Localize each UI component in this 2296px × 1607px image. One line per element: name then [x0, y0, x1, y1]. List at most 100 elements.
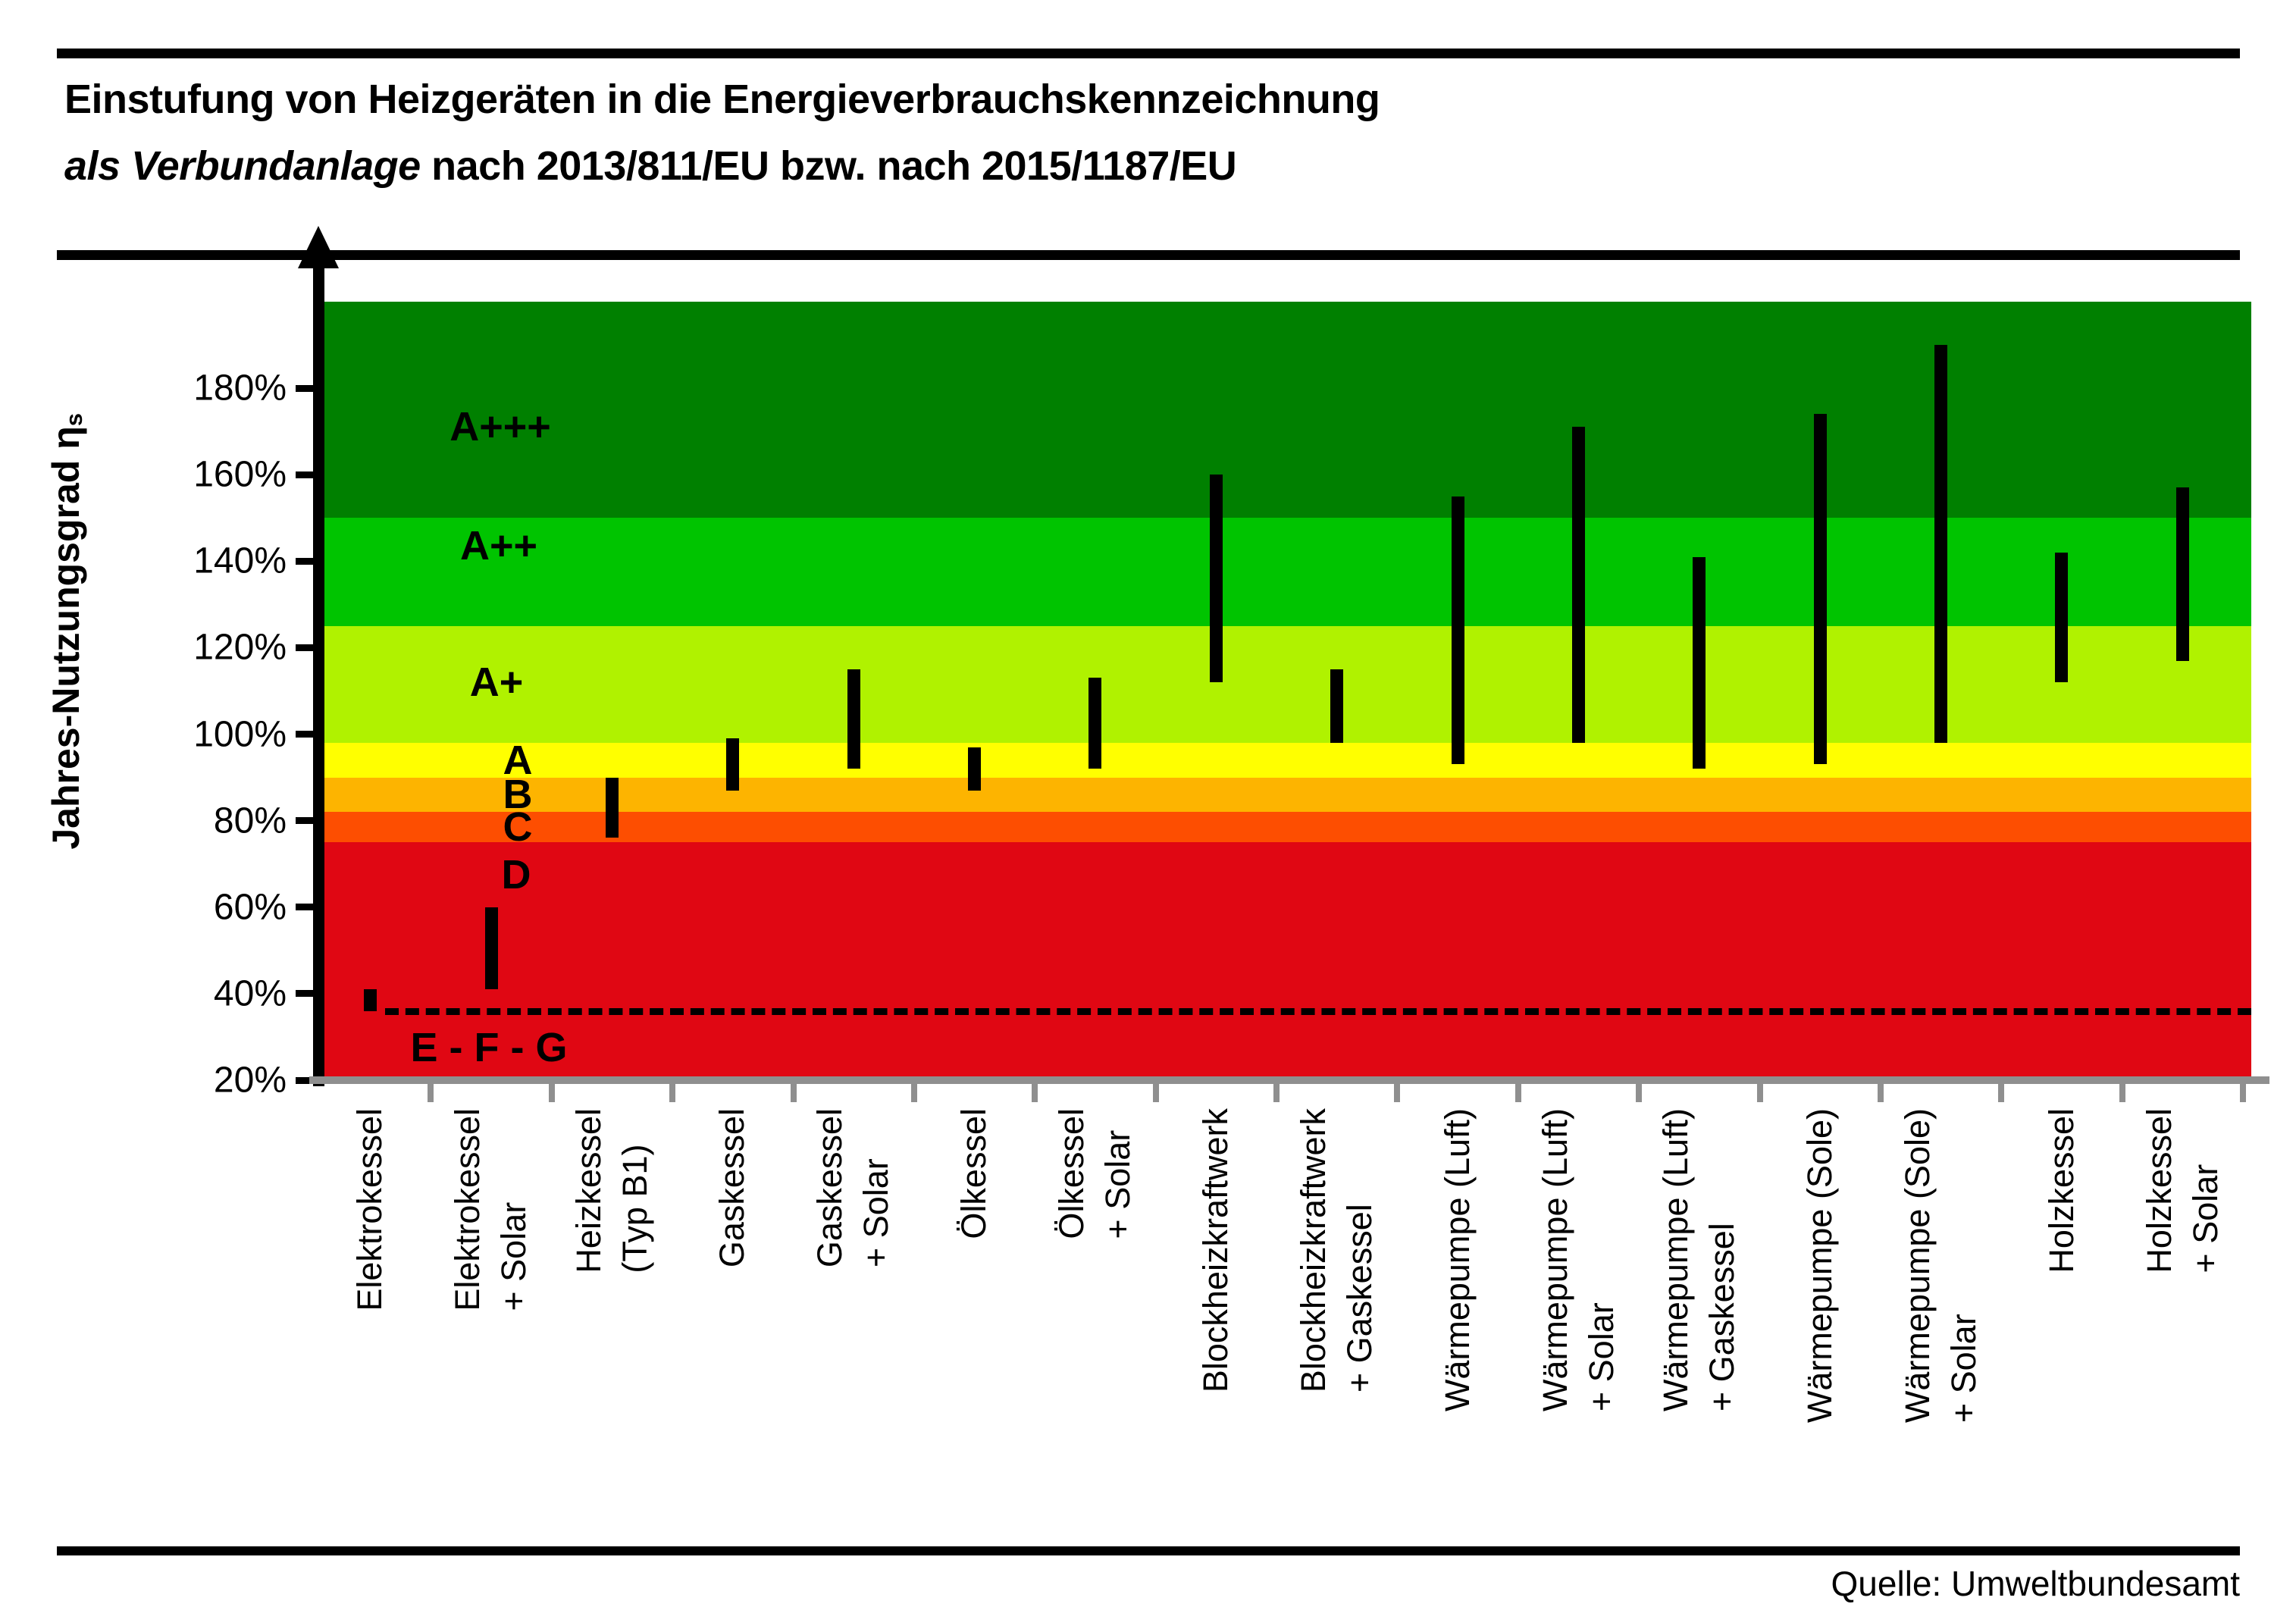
y-tick-label: 180%: [193, 368, 287, 409]
range-bar: [364, 989, 377, 1011]
x-category-label-text: Ölkessel + Solar: [1052, 1108, 1137, 1239]
x-tick-mark: [790, 1084, 797, 1102]
x-category-label: Elektrokessel: [310, 1108, 431, 1311]
band-a+++: [318, 302, 2251, 518]
x-category-label: Gaskessel: [672, 1108, 793, 1267]
band-a++: [318, 518, 2251, 626]
y-tick-label: 160%: [193, 454, 287, 495]
y-tick-mark: [296, 557, 318, 565]
x-category-label: Wärmepumpe (Luft) + Gaskessel: [1639, 1108, 1759, 1411]
y-axis-line: [313, 265, 324, 1086]
y-tick-label: 40%: [213, 973, 287, 1014]
x-category-label-text: Wärmepumpe (Luft) + Gaskessel: [1656, 1108, 1741, 1412]
x-category-label: Blockheizkraftwerk + Gaskessel: [1276, 1108, 1397, 1392]
x-category-label: Ölkessel: [914, 1108, 1035, 1239]
y-axis-title-text: Jahres-Nutzungsgrad η: [45, 426, 87, 850]
range-bar: [726, 738, 740, 791]
x-category-label-text: Wärmepumpe (Luft): [1437, 1108, 1477, 1412]
x-category-label-text: Elektrokessel + Solar: [448, 1108, 534, 1311]
x-tick-mark: [1877, 1084, 1884, 1102]
x-category-label: Ölkessel + Solar: [1035, 1108, 1155, 1239]
x-category-label-text: Gaskessel + Solar: [810, 1108, 896, 1268]
title-separator-rule: [57, 250, 2240, 260]
y-tick-mark: [296, 384, 318, 392]
plot-area: A+++ A++ A+ A B C D E - F - G 180% 160% 140% 120% 1…: [193, 226, 2269, 1102]
range-bar: [1571, 427, 1585, 743]
x-category-label: Heizkessel (Typ B1): [552, 1108, 672, 1273]
x-category-label-text: Blockheizkraftwerk: [1195, 1108, 1235, 1393]
range-bar: [1330, 669, 1344, 743]
x-category-label: Wärmepumpe (Sole) + Solar: [1881, 1108, 2001, 1423]
x-tick-mark: [2119, 1084, 2125, 1102]
chart-title-line2: als Verbundanlage nach 2013/811/EU bzw. …: [64, 143, 1237, 190]
x-tick-mark: [548, 1084, 555, 1102]
x-tick-mark: [1636, 1084, 1643, 1102]
x-category-label: Holzkessel: [2001, 1108, 2122, 1273]
x-tick-mark: [1514, 1084, 1521, 1102]
range-bar: [484, 907, 498, 990]
y-tick-mark: [296, 817, 318, 825]
chart-title-line2-rest: nach 2013/811/EU bzw. nach 2015/1187/EU: [420, 143, 1237, 189]
y-tick-mark: [296, 990, 318, 998]
x-tick-mark: [1273, 1084, 1280, 1102]
range-bar: [847, 669, 860, 769]
band-label-b: B: [503, 772, 533, 818]
x-category-label: Wärmepumpe (Luft): [1397, 1108, 1518, 1411]
x-category-label-text: Heizkessel (Typ B1): [569, 1108, 654, 1273]
band-label-a++: A++: [459, 523, 538, 569]
x-tick-mark: [1756, 1084, 1763, 1102]
range-bar: [1934, 345, 1948, 743]
band-label-a+: A+: [469, 659, 524, 706]
y-axis-arrow-icon: [298, 226, 339, 268]
y-tick-label: 60%: [213, 887, 287, 928]
range-bar: [2175, 487, 2189, 661]
x-tick-mark: [669, 1084, 676, 1102]
band-c: [318, 812, 2251, 843]
y-tick-label: 20%: [213, 1060, 287, 1101]
y-tick-label: 80%: [213, 800, 287, 841]
x-category-label: Elektrokessel + Solar: [431, 1108, 551, 1311]
x-tick-mark: [1394, 1084, 1401, 1102]
range-bar: [605, 777, 619, 838]
band-a: [318, 742, 2251, 778]
band-label-a: A: [503, 737, 533, 783]
range-bar: [1209, 475, 1223, 683]
x-category-label-text: Holzkessel: [2041, 1108, 2081, 1273]
x-axis-line: [309, 1076, 2269, 1084]
band-label-d: D: [501, 851, 531, 897]
y-tick-mark: [296, 471, 318, 478]
efg-zone-label: E - F - G: [410, 1025, 568, 1071]
range-bar: [1088, 678, 1102, 769]
range-bar: [2055, 552, 2069, 683]
x-category-label-text: Ölkessel: [954, 1108, 994, 1239]
x-category-label-text: Gaskessel: [713, 1108, 752, 1268]
x-category-label-text: Wärmepumpe (Sole): [1800, 1108, 1839, 1424]
y-tick-mark: [296, 731, 318, 738]
bottom-rule: [57, 1546, 2240, 1555]
x-category-label: Holzkessel + Solar: [2122, 1108, 2243, 1273]
x-tick-mark: [428, 1084, 434, 1102]
x-tick-mark: [1032, 1084, 1038, 1102]
x-category-label: Wärmepumpe (Luft) + Solar: [1518, 1108, 1639, 1411]
y-tick-label: 120%: [193, 627, 287, 668]
range-bar: [1693, 556, 1706, 769]
range-bar: [968, 747, 982, 791]
x-category-label-text: Blockheizkraftwerk + Gaskessel: [1293, 1108, 1379, 1393]
x-tick-mark: [2240, 1084, 2246, 1102]
chart-title-line2-italic: als Verbundanlage: [64, 143, 421, 189]
x-category-label: Gaskessel + Solar: [794, 1108, 914, 1267]
efg-dashed-boundary-line: [385, 1007, 2251, 1015]
y-tick-mark: [296, 904, 318, 911]
y-tick-label: 140%: [193, 540, 287, 581]
y-tick-mark: [296, 1076, 318, 1084]
top-rule: [57, 49, 2240, 58]
x-tick-mark: [910, 1084, 917, 1102]
band-a+: [318, 625, 2251, 743]
range-bar: [1451, 496, 1464, 765]
source-credit: Quelle: Umweltbundesamt: [1831, 1564, 2240, 1603]
band-label-a+++: A+++: [449, 404, 551, 450]
x-category-label-text: Wärmepumpe (Sole) + Solar: [1897, 1108, 1983, 1424]
y-axis-title: Jahres-Nutzungsgrad ηs: [44, 413, 88, 850]
x-category-label: Blockheizkraftwerk: [1156, 1108, 1276, 1392]
band-b: [318, 777, 2251, 813]
